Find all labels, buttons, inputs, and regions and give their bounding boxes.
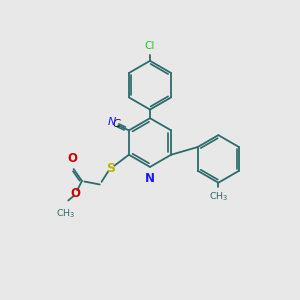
Text: N: N [145,172,155,185]
Text: C: C [112,119,120,129]
Text: Cl: Cl [145,41,155,51]
Text: O: O [68,152,77,165]
Text: O: O [70,187,80,200]
Text: S: S [106,162,116,175]
Text: CH$_3$: CH$_3$ [208,190,228,202]
Text: N: N [107,117,116,127]
Text: CH$_3$: CH$_3$ [56,207,75,220]
